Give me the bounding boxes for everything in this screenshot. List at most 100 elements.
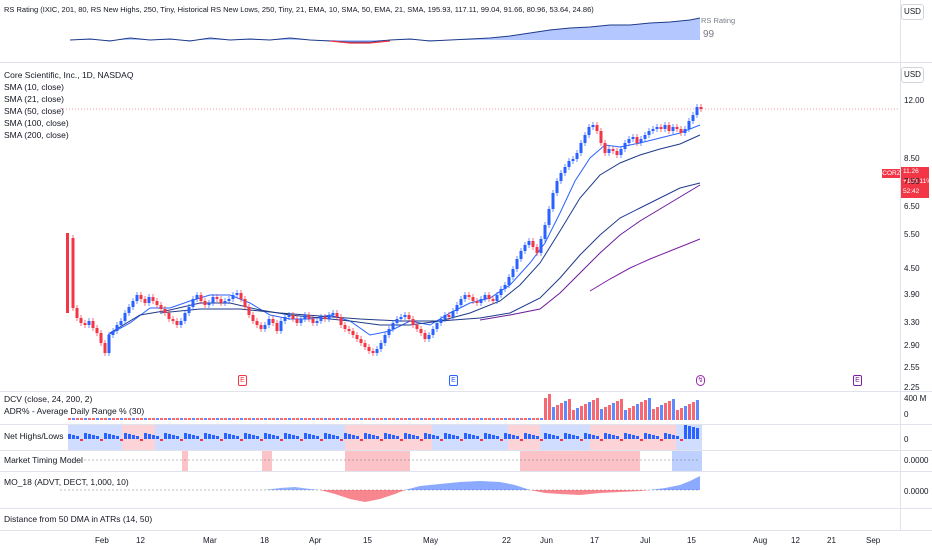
main-price-pane[interactable]: Core Scientific, Inc., 1D, NASDAQ SMA (1… <box>0 63 932 392</box>
candle-body <box>427 335 431 339</box>
dcv-bar <box>132 418 135 420</box>
candle-body <box>667 125 671 131</box>
pane-divider[interactable] <box>0 508 932 509</box>
candle-body <box>127 307 131 313</box>
earnings-marker[interactable]: E <box>238 375 247 386</box>
dcv-bar <box>520 418 523 420</box>
candle-body <box>479 299 483 303</box>
dcv-bar <box>196 418 199 420</box>
nh-bar <box>204 433 207 439</box>
dcv-bar <box>388 418 391 420</box>
main-currency-button[interactable]: USD <box>901 67 924 83</box>
dcv-legend[interactable]: DCV (close, 24, 200, 2) <box>4 394 93 404</box>
sma-100-legend[interactable]: SMA (100, close) <box>4 118 69 128</box>
dcv-bar <box>220 418 223 420</box>
rs-rating-legend[interactable]: RS Rating (IXIC, 201, 80, RS New Highs, … <box>4 5 594 14</box>
candle-body <box>599 131 603 143</box>
nh-bar <box>280 439 283 441</box>
dcv-bar <box>364 418 367 420</box>
price-chart[interactable] <box>0 63 900 391</box>
date-tick: 12 <box>136 536 145 545</box>
pane-divider[interactable] <box>0 424 932 425</box>
date-axis[interactable]: Feb 12 Mar 18 Apr 15 May 22 Jun 17 Jul 1… <box>0 530 932 550</box>
candle-body <box>495 295 499 301</box>
adr-legend[interactable]: ADR% - Average Daily Range % (30) <box>4 406 145 416</box>
candle-body <box>171 319 175 321</box>
nh-bar <box>660 439 663 441</box>
price-tick: 12.00 <box>904 96 925 105</box>
nh-bar <box>524 433 527 439</box>
nh-bar <box>400 439 403 441</box>
dcv-bar <box>208 418 211 420</box>
nh-bar <box>148 434 151 439</box>
date-tick: Feb <box>95 536 109 545</box>
nh-bar <box>440 439 443 441</box>
nh-bar <box>696 428 699 439</box>
nh-bar <box>136 436 139 439</box>
earnings-marker[interactable]: E <box>449 375 458 386</box>
nh-bar <box>364 433 367 439</box>
dcv-pane[interactable]: DCV (close, 24, 200, 2) ADR% - Average D… <box>0 392 932 424</box>
candle-body <box>387 329 391 335</box>
dcv-bar <box>324 418 327 420</box>
earnings-future-marker[interactable]: E <box>853 375 862 386</box>
nh-bar <box>224 433 227 439</box>
price-tick: 8.50 <box>904 154 920 163</box>
dcv-bar <box>328 418 331 420</box>
dcv-bar <box>260 418 263 420</box>
mo18-legend[interactable]: MO_18 (ADVT, DECT, 1,000, 10) <box>4 477 129 487</box>
candle-body <box>559 173 563 181</box>
nh-bar <box>192 435 195 439</box>
dcv-bar <box>644 400 647 420</box>
nh-bar <box>688 426 691 439</box>
dcv-bar <box>692 402 695 420</box>
ticker-badge[interactable]: CORZ <box>882 169 901 178</box>
rs-rating-pane[interactable]: RS Rating (IXIC, 201, 80, RS New Highs, … <box>0 0 932 62</box>
market-timing-legend[interactable]: Market Timing Model <box>4 455 83 465</box>
candle-body <box>615 151 619 155</box>
pane-divider[interactable] <box>0 450 932 451</box>
price-tick: 7.50 <box>904 177 920 186</box>
net-highs-lows-pane[interactable]: Net Highs/Lows 0 <box>0 425 932 450</box>
distance-50dma-pane[interactable]: Distance from 50 DMA in ATRs (14, 50) <box>0 509 932 530</box>
nh-bar <box>104 433 107 439</box>
pane-divider[interactable] <box>0 471 932 472</box>
dcv-bar <box>192 418 195 420</box>
dcv-bar <box>276 418 279 420</box>
dcv-bar <box>648 398 651 420</box>
dcv-bar <box>368 418 371 420</box>
pane-divider[interactable] <box>0 391 932 392</box>
nh-bar <box>292 435 295 439</box>
distance-legend[interactable]: Distance from 50 DMA in ATRs (14, 50) <box>4 514 153 524</box>
candle-body <box>659 127 663 129</box>
dcv-bar <box>348 418 351 420</box>
candle-body <box>395 319 399 323</box>
dcv-bar <box>668 401 671 420</box>
candle-body <box>311 319 315 323</box>
mo18-pane[interactable]: MO_18 (ADVT, DECT, 1,000, 10) 0.0000 <box>0 472 932 508</box>
dcv-bar <box>340 418 343 420</box>
candle-body <box>623 143 627 149</box>
pane-divider[interactable] <box>0 62 932 63</box>
candle-body <box>567 161 571 167</box>
sma-10-legend[interactable]: SMA (10, close) <box>4 82 64 92</box>
dcv-bar <box>204 418 207 420</box>
dcv-bar <box>680 408 683 420</box>
dcv-bar <box>548 394 551 420</box>
nh-bar <box>536 436 539 439</box>
split-marker[interactable]: ↯ <box>696 375 705 386</box>
nh-bar <box>220 439 223 441</box>
sma-50-legend[interactable]: SMA (50, close) <box>4 106 64 116</box>
symbol-title[interactable]: Core Scientific, Inc., 1D, NASDAQ <box>4 70 134 80</box>
market-timing-pane[interactable]: Market Timing Model 0.0000 <box>0 451 932 471</box>
rs-currency-button[interactable]: USD <box>901 4 924 20</box>
sma-200-legend[interactable]: SMA (200, close) <box>4 130 69 140</box>
candle-body <box>111 331 115 335</box>
nh-bar <box>376 436 379 439</box>
candle-body <box>135 295 139 301</box>
dcv-bar <box>420 418 423 420</box>
sma-21-legend[interactable]: SMA (21, close) <box>4 94 64 104</box>
net-highs-lows-legend[interactable]: Net Highs/Lows <box>4 431 64 441</box>
candle-body <box>407 315 411 319</box>
candle-body <box>555 181 559 193</box>
